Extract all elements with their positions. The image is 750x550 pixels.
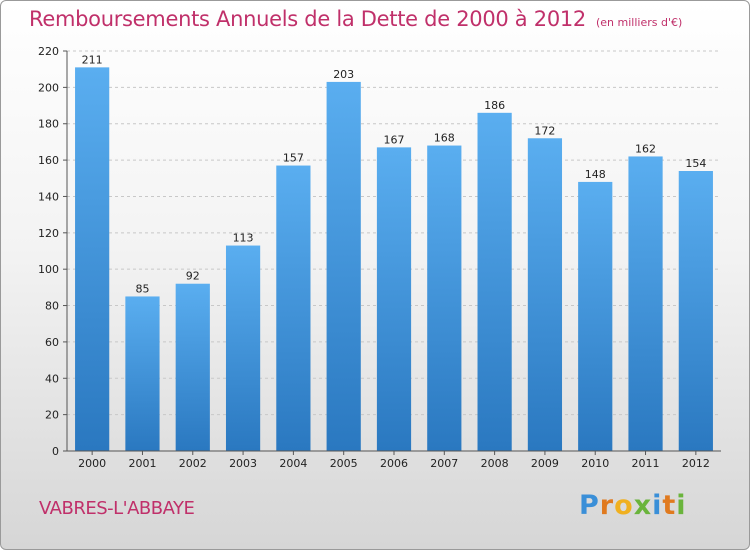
y-tick-label: 220 bbox=[38, 45, 59, 58]
bars bbox=[75, 67, 713, 452]
y-tick-label: 140 bbox=[38, 190, 59, 203]
value-label-2011: 162 bbox=[635, 142, 656, 155]
bar-2000 bbox=[75, 67, 110, 451]
proxiti-logo: Proxiti bbox=[579, 490, 687, 521]
x-tick-label-2011: 2011 bbox=[632, 457, 660, 470]
y-tick-label: 20 bbox=[45, 409, 59, 422]
bar-2002 bbox=[175, 283, 210, 451]
bar-2006 bbox=[376, 147, 412, 451]
logo-letter: o bbox=[614, 490, 634, 521]
labels: 0 20 40 60 80 100 120 140 160 180 200 220 211 2000 85 2… bbox=[38, 45, 710, 470]
y-tick-label: 80 bbox=[45, 300, 59, 313]
value-label-2001: 85 bbox=[135, 282, 149, 295]
y-tick-label: 200 bbox=[38, 81, 59, 94]
value-label-2000: 211 bbox=[82, 53, 103, 66]
value-label-2007: 168 bbox=[434, 132, 455, 145]
value-label-2008: 186 bbox=[484, 99, 505, 112]
axes bbox=[63, 50, 721, 455]
y-tick-label: 120 bbox=[38, 227, 59, 240]
x-tick-label-2012: 2012 bbox=[682, 457, 710, 470]
x-tick-label-2001: 2001 bbox=[128, 457, 156, 470]
bar-2004 bbox=[276, 165, 311, 451]
value-label-2004: 157 bbox=[283, 152, 304, 165]
value-label-2003: 113 bbox=[233, 232, 254, 245]
y-tick-label: 0 bbox=[52, 445, 59, 458]
x-tick-label-2010: 2010 bbox=[581, 457, 609, 470]
bar-2005 bbox=[326, 81, 361, 451]
logo-letter: i bbox=[652, 490, 663, 521]
bar-2007 bbox=[427, 145, 462, 451]
title-text: Remboursements Annuels de la Dette de 20… bbox=[29, 7, 586, 31]
y-tick-label: 40 bbox=[45, 372, 59, 385]
logo-letter: t bbox=[662, 490, 677, 521]
commune-name: VABRES-L'ABBAYE bbox=[39, 498, 195, 519]
value-label-2006: 167 bbox=[384, 133, 405, 146]
value-label-2012: 154 bbox=[685, 157, 706, 170]
chart-title: Remboursements Annuels de la Dette de 20… bbox=[29, 7, 682, 31]
logo-letter: P bbox=[579, 490, 600, 521]
bar-2012 bbox=[678, 171, 713, 451]
x-tick-label-2008: 2008 bbox=[481, 457, 509, 470]
x-tick-label-2007: 2007 bbox=[430, 457, 458, 470]
value-label-2002: 92 bbox=[186, 270, 200, 283]
value-label-2009: 172 bbox=[534, 124, 555, 137]
x-tick-label-2000: 2000 bbox=[78, 457, 106, 470]
logo-letter: r bbox=[599, 490, 615, 521]
logo-letter: i bbox=[676, 490, 687, 521]
y-tick-label: 160 bbox=[38, 154, 59, 167]
x-tick-label-2009: 2009 bbox=[531, 457, 559, 470]
bar-2010 bbox=[578, 181, 613, 451]
x-tick-label-2006: 2006 bbox=[380, 457, 408, 470]
y-tick-label: 60 bbox=[45, 336, 59, 349]
x-tick-label-2005: 2005 bbox=[330, 457, 358, 470]
bar-2009 bbox=[527, 138, 563, 452]
x-tick-label-2002: 2002 bbox=[179, 457, 207, 470]
value-label-2005: 203 bbox=[333, 68, 354, 81]
x-tick-label-2003: 2003 bbox=[229, 457, 257, 470]
bar-2008 bbox=[477, 112, 512, 452]
bar-2011 bbox=[628, 156, 663, 452]
value-label-2010: 148 bbox=[585, 168, 606, 181]
y-tick-label: 180 bbox=[38, 118, 59, 131]
bar-2001 bbox=[125, 296, 160, 451]
y-tick-label: 100 bbox=[38, 263, 59, 276]
logo-letter: x bbox=[633, 490, 653, 521]
unit-note: (en milliers d'€) bbox=[596, 16, 683, 29]
x-tick-label-2004: 2004 bbox=[279, 457, 307, 470]
bar-2003 bbox=[225, 245, 261, 451]
